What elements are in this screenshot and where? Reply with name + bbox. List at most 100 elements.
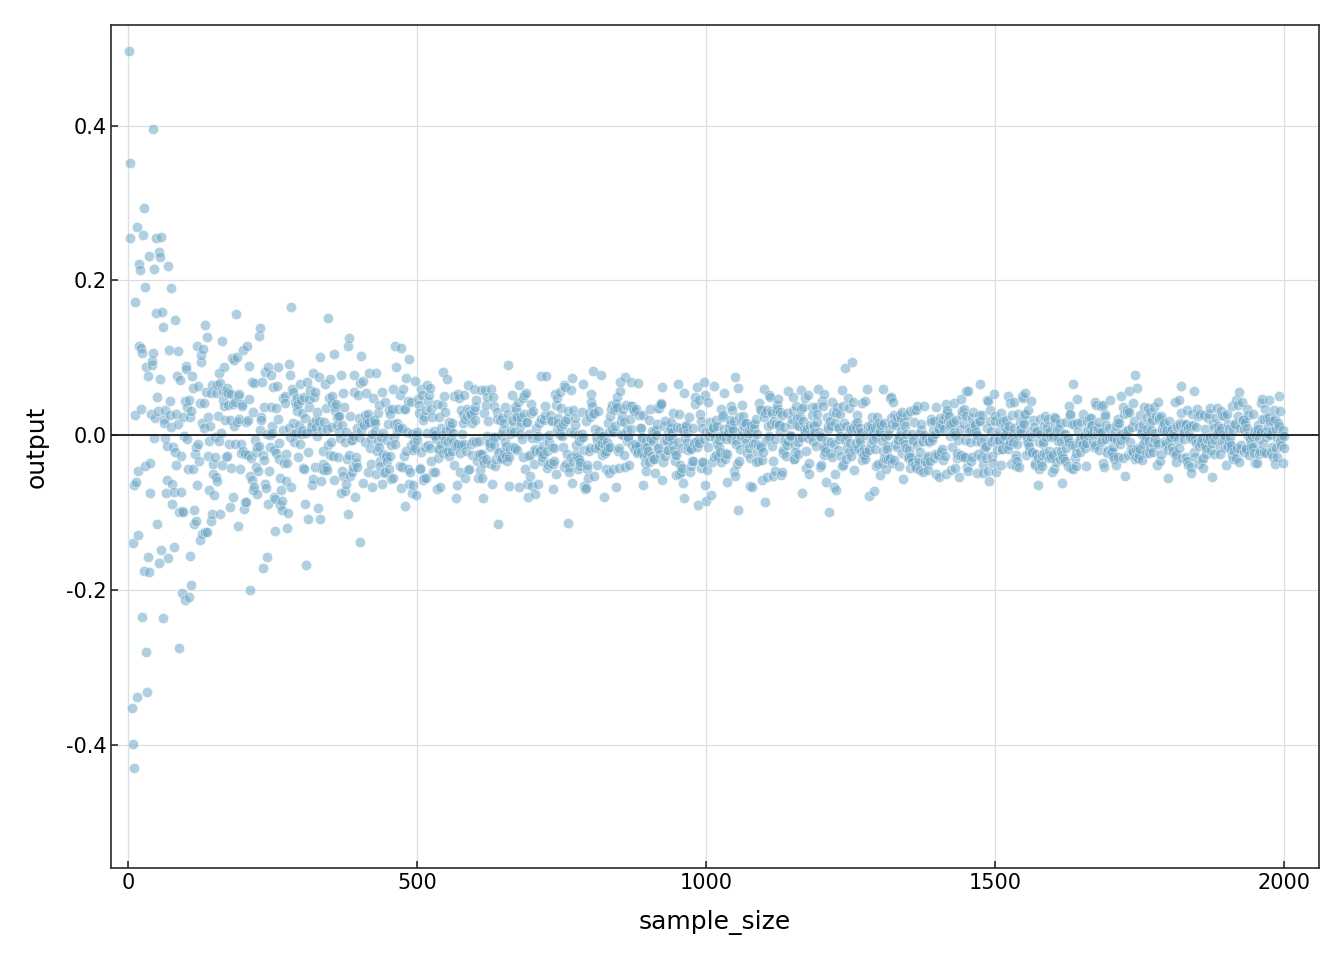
Point xyxy=(630,420,652,436)
Point xyxy=(978,473,1000,489)
Point xyxy=(1098,429,1120,444)
Point xyxy=(394,401,415,417)
Point xyxy=(281,381,302,396)
Point xyxy=(935,405,957,420)
Point xyxy=(543,481,564,496)
Point xyxy=(512,449,534,465)
Point xyxy=(800,418,821,433)
Point xyxy=(905,460,926,475)
Point xyxy=(341,464,363,479)
Point xyxy=(1073,436,1094,451)
Point xyxy=(1188,434,1210,449)
Point xyxy=(591,436,613,451)
Point xyxy=(758,428,780,444)
Point xyxy=(1183,444,1204,460)
Point xyxy=(1154,437,1176,452)
Point xyxy=(986,443,1008,458)
Point xyxy=(517,490,539,505)
Point xyxy=(724,370,746,385)
Point xyxy=(1110,389,1132,404)
Point xyxy=(942,414,964,429)
Point xyxy=(238,358,259,373)
Point xyxy=(1220,442,1242,457)
Point xyxy=(169,485,191,500)
Point xyxy=(1028,462,1050,477)
Point xyxy=(1091,424,1113,440)
Point xyxy=(145,230,167,246)
Point xyxy=(1130,442,1152,457)
Point xyxy=(1149,411,1171,426)
Point xyxy=(188,453,210,468)
Point xyxy=(367,405,388,420)
Point xyxy=(603,419,625,434)
Point xyxy=(171,585,192,600)
Point xyxy=(1052,426,1074,442)
Point xyxy=(1064,438,1086,453)
Point xyxy=(445,436,466,451)
Point xyxy=(1250,444,1271,459)
Point xyxy=(192,342,214,357)
Point xyxy=(962,404,984,420)
Point xyxy=(646,417,668,432)
Point xyxy=(837,429,859,444)
Point xyxy=(993,432,1015,447)
Point xyxy=(449,445,470,461)
Point xyxy=(741,422,762,438)
Point xyxy=(630,444,652,460)
Point xyxy=(257,496,278,512)
Point xyxy=(176,431,198,446)
Point xyxy=(1251,392,1273,407)
Point xyxy=(1008,460,1030,475)
Point xyxy=(833,415,855,430)
Point xyxy=(672,475,694,491)
Point xyxy=(953,449,974,465)
Point xyxy=(874,429,895,444)
Point xyxy=(1241,436,1262,451)
Point xyxy=(497,407,519,422)
Point xyxy=(829,428,851,444)
Point xyxy=(382,401,403,417)
Point xyxy=(867,409,888,424)
Point xyxy=(261,399,282,415)
Point xyxy=(196,329,218,345)
Point xyxy=(207,473,228,489)
Point xyxy=(574,481,595,496)
Point xyxy=(1188,456,1210,471)
Point xyxy=(985,465,1007,480)
Point xyxy=(794,423,816,439)
Point xyxy=(353,407,375,422)
Point xyxy=(274,389,296,404)
Point xyxy=(126,220,148,235)
Point xyxy=(464,403,485,419)
Point xyxy=(507,410,528,425)
Point xyxy=(610,373,632,389)
Point xyxy=(453,437,474,452)
Point xyxy=(1098,420,1120,436)
Point xyxy=(969,376,991,392)
Point xyxy=(495,448,516,464)
Point xyxy=(1058,431,1079,446)
Point xyxy=(704,447,726,463)
Point xyxy=(630,430,652,445)
Point xyxy=(652,454,673,469)
Point xyxy=(1060,460,1082,475)
Point xyxy=(1085,437,1106,452)
Point xyxy=(702,420,723,435)
Point xyxy=(488,444,509,460)
Point xyxy=(1267,419,1289,434)
Point xyxy=(511,415,532,430)
Point xyxy=(184,440,206,455)
Point xyxy=(353,417,375,432)
Point xyxy=(270,483,292,498)
Point xyxy=(927,421,949,437)
Point xyxy=(212,384,234,399)
Point xyxy=(977,464,999,479)
Point xyxy=(477,390,499,405)
Point xyxy=(1208,422,1230,438)
Point xyxy=(538,434,559,449)
Point xyxy=(613,401,634,417)
Point xyxy=(1087,420,1109,436)
Point xyxy=(786,410,808,425)
Point xyxy=(848,431,870,446)
Point xyxy=(239,583,261,598)
